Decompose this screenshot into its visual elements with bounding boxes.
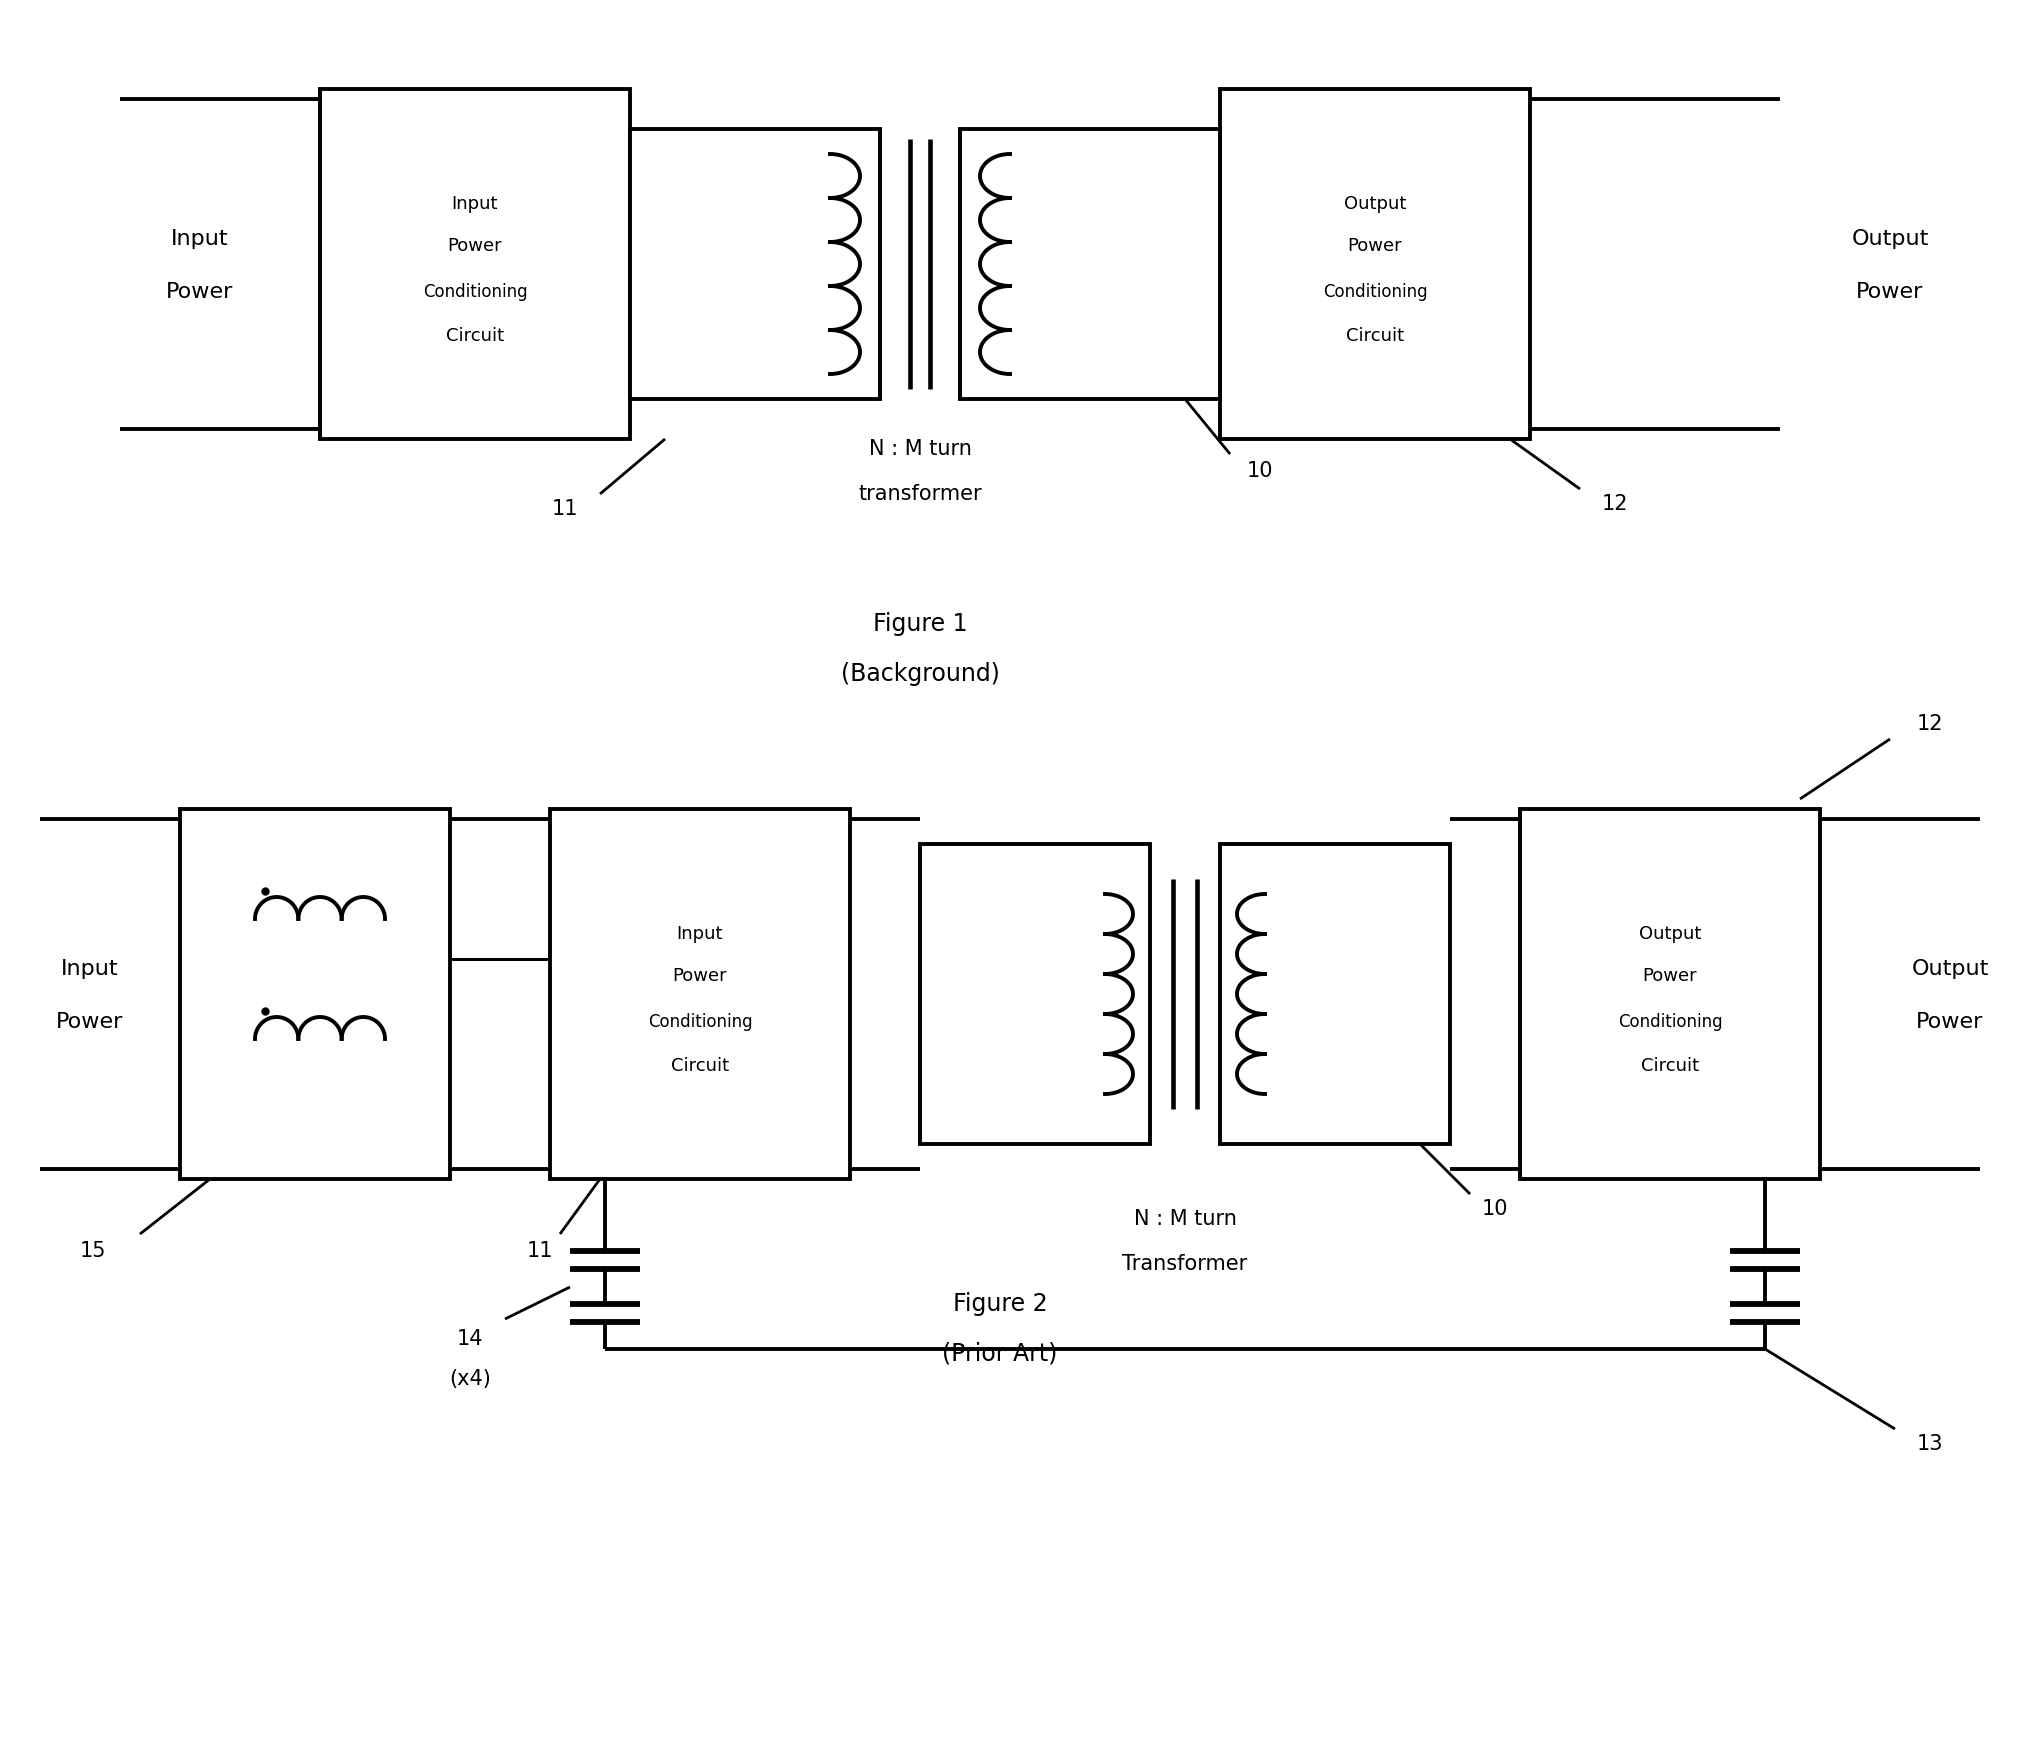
- Text: Transformer: Transformer: [1122, 1254, 1247, 1274]
- Text: Figure 2: Figure 2: [952, 1293, 1047, 1316]
- Text: Circuit: Circuit: [447, 327, 503, 345]
- Text: N : M turn: N : M turn: [869, 440, 972, 459]
- Text: Output: Output: [1639, 925, 1702, 943]
- Text: Input: Input: [677, 925, 724, 943]
- Text: Input: Input: [453, 195, 499, 213]
- Text: (Background): (Background): [841, 661, 1000, 686]
- Text: Circuit: Circuit: [1346, 327, 1405, 345]
- Text: 12: 12: [1603, 494, 1629, 514]
- Text: Power: Power: [673, 967, 728, 985]
- Text: Power: Power: [1643, 967, 1698, 985]
- Text: Power: Power: [1916, 1011, 1985, 1033]
- Text: 11: 11: [527, 1242, 554, 1261]
- Text: 12: 12: [1916, 714, 1944, 734]
- Text: Conditioning: Conditioning: [422, 283, 527, 301]
- Text: (x4): (x4): [449, 1369, 491, 1390]
- Bar: [1221, 844, 1449, 1143]
- Bar: [920, 844, 1150, 1143]
- Text: Input: Input: [172, 229, 228, 250]
- Text: Power: Power: [1857, 281, 1924, 303]
- Text: 14: 14: [457, 1330, 483, 1349]
- Bar: [1221, 90, 1530, 440]
- Text: 10: 10: [1247, 461, 1273, 480]
- Text: Circuit: Circuit: [671, 1057, 730, 1075]
- Text: Conditioning: Conditioning: [1322, 283, 1427, 301]
- Bar: [319, 90, 631, 440]
- Text: Conditioning: Conditioning: [1617, 1013, 1722, 1031]
- Bar: [960, 128, 1221, 399]
- Text: 10: 10: [1481, 1200, 1508, 1219]
- Bar: [550, 809, 851, 1179]
- Text: Output: Output: [1912, 959, 1989, 980]
- Bar: [1520, 809, 1821, 1179]
- Text: Output: Output: [1344, 195, 1407, 213]
- Text: transformer: transformer: [859, 484, 982, 505]
- Text: Circuit: Circuit: [1641, 1057, 1700, 1075]
- Text: Power: Power: [57, 1011, 123, 1033]
- Text: 13: 13: [1916, 1434, 1944, 1455]
- Text: Figure 1: Figure 1: [873, 612, 968, 637]
- Text: (Prior Art): (Prior Art): [942, 1342, 1057, 1367]
- Text: N : M turn: N : M turn: [1134, 1208, 1237, 1230]
- Text: Power: Power: [1348, 237, 1403, 255]
- Text: Input: Input: [61, 959, 119, 980]
- Text: Conditioning: Conditioning: [647, 1013, 752, 1031]
- Text: Power: Power: [449, 237, 503, 255]
- Text: Power: Power: [166, 281, 234, 303]
- Text: Output: Output: [1851, 229, 1928, 250]
- Bar: [180, 809, 451, 1179]
- Text: 15: 15: [81, 1242, 107, 1261]
- Bar: [631, 128, 879, 399]
- Text: 11: 11: [552, 500, 578, 519]
